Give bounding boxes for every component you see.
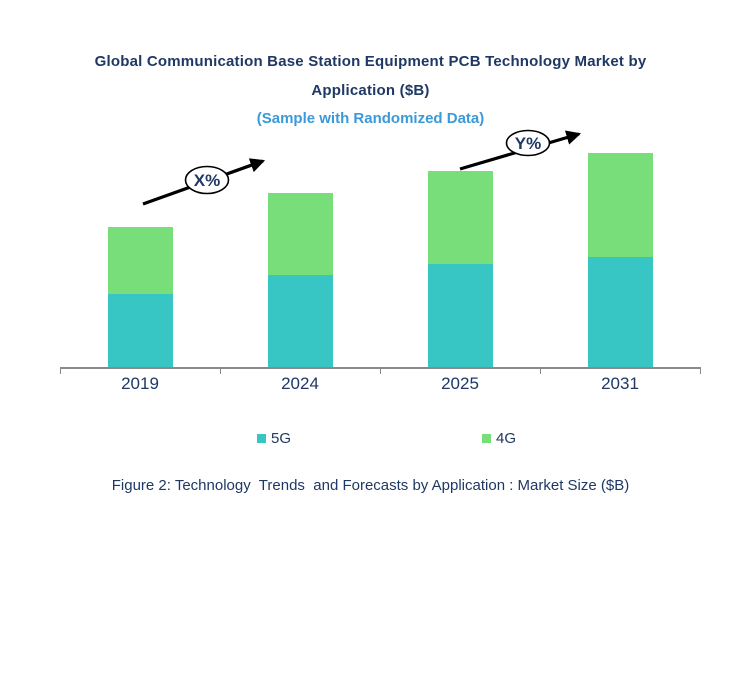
chart-subtitle: (Sample with Randomized Data) [256, 110, 485, 127]
growth-annotation-y: Y% [459, 129, 582, 171]
bar-2025 [427, 171, 493, 367]
legend-swatch-5g [257, 434, 266, 443]
axis-tick [220, 367, 221, 374]
x-axis-label-2031: 2031 [601, 374, 639, 393]
x-axis-label-2024: 2024 [281, 374, 319, 393]
growth-ellipse-x [184, 165, 230, 195]
growth-arrow-x [142, 158, 266, 206]
bar-2019 [107, 227, 173, 367]
bar-segment-4g-2025 [427, 171, 493, 264]
bar-segment-5g-2024 [267, 275, 333, 367]
axis-tick [60, 367, 61, 374]
axis-tick [380, 367, 381, 374]
x-axis-label-2025: 2025 [441, 374, 479, 393]
bar-segment-4g-2031 [587, 153, 653, 257]
bar-segment-5g-2019 [107, 294, 173, 367]
bar-segment-4g-2024 [267, 193, 333, 275]
bar-segment-5g-2025 [427, 264, 493, 367]
legend-label-4g: 4G [496, 430, 517, 447]
bar-2031 [587, 153, 653, 367]
growth-arrow-y [459, 130, 582, 171]
growth-annotation-x: X% [142, 158, 266, 206]
figure-caption: Figure 2: Technology Trends and Forecast… [111, 477, 630, 494]
axis-tick [540, 367, 541, 374]
legend-item-5g: 5G [257, 430, 291, 447]
chart-title-line2: Application ($B) [311, 82, 430, 99]
legend-item-4g: 4G [482, 430, 516, 447]
growth-ellipse-y [505, 129, 551, 157]
bar-segment-4g-2019 [107, 227, 173, 294]
bar-segment-5g-2031 [587, 257, 653, 367]
axis-tick [700, 367, 701, 374]
chart-title-line1: Global Communication Base Station Equipm… [94, 53, 647, 70]
legend-label-5g: 5G [271, 430, 292, 447]
bar-2024 [267, 193, 333, 367]
legend-swatch-4g [482, 434, 491, 443]
growth-label-x: X% [194, 171, 220, 190]
x-axis-label-2019: 2019 [121, 374, 159, 393]
growth-label-y: Y% [515, 134, 541, 153]
